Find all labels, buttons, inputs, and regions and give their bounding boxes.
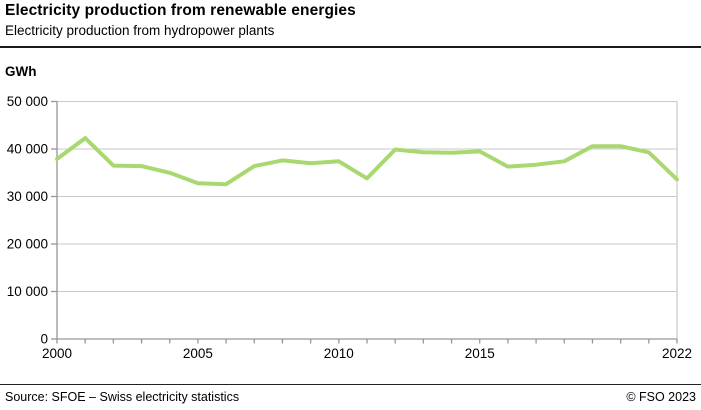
footer-divider [0, 384, 701, 385]
y-tick-label: 50 000 [7, 94, 48, 109]
y-tick-label: 40 000 [7, 142, 48, 157]
x-tick-label: 2005 [183, 346, 213, 361]
data-line-hydropower [55, 136, 679, 187]
y-tick-label: 20 000 [7, 237, 48, 252]
x-tick-label: 2000 [42, 346, 72, 361]
y-tick-label: 30 000 [7, 189, 48, 204]
x-tick-label: 2022 [662, 346, 692, 361]
source-note: Source: SFOE – Swiss electricity statist… [5, 390, 240, 404]
header-divider [0, 46, 701, 48]
x-tick-label: 2015 [465, 346, 495, 361]
y-tick-label: 10 000 [7, 284, 48, 299]
copyright-note: © FSO 2023 [626, 390, 696, 404]
y-axis-unit-label: GWh [5, 64, 37, 79]
x-tick-label: 2010 [324, 346, 354, 361]
page-subtitle: Electricity production from hydropower p… [5, 23, 275, 38]
page-title: Electricity production from renewable en… [5, 2, 356, 19]
y-tick-label: 0 [40, 332, 48, 347]
